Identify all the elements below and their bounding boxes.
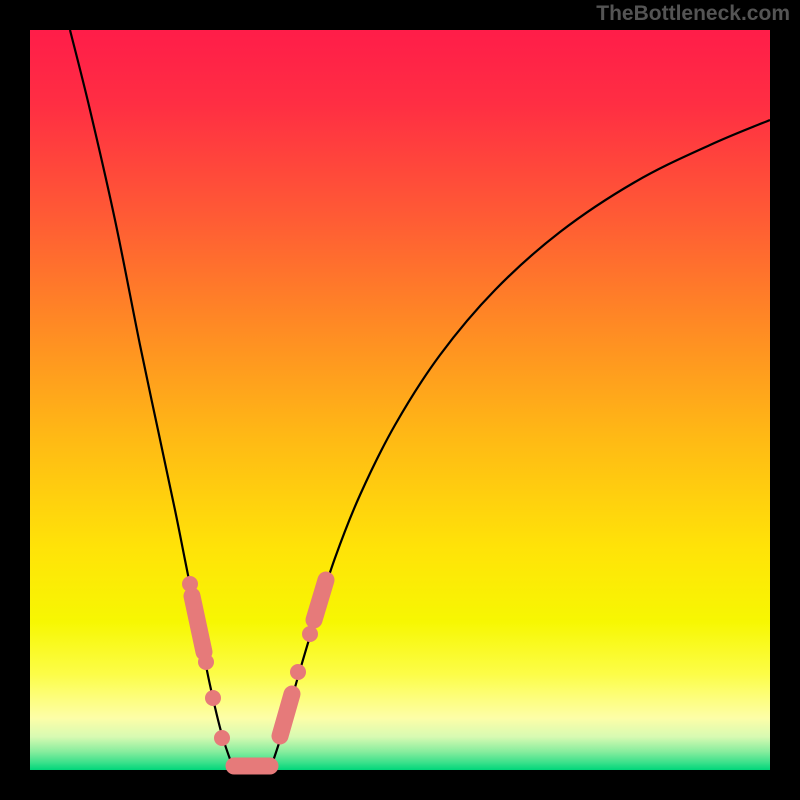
marker-circle xyxy=(302,626,318,642)
chart-svg xyxy=(0,0,800,800)
marker-pill xyxy=(192,596,204,652)
marker-circle xyxy=(290,664,306,680)
marker-circle xyxy=(198,654,214,670)
marker-pill xyxy=(314,580,326,620)
marker-circle xyxy=(182,576,198,592)
marker-circle xyxy=(214,730,230,746)
chart-container: TheBottleneck.com xyxy=(0,0,800,800)
plot-background xyxy=(30,30,770,770)
marker-circle xyxy=(205,690,221,706)
marker-pill xyxy=(280,694,292,736)
